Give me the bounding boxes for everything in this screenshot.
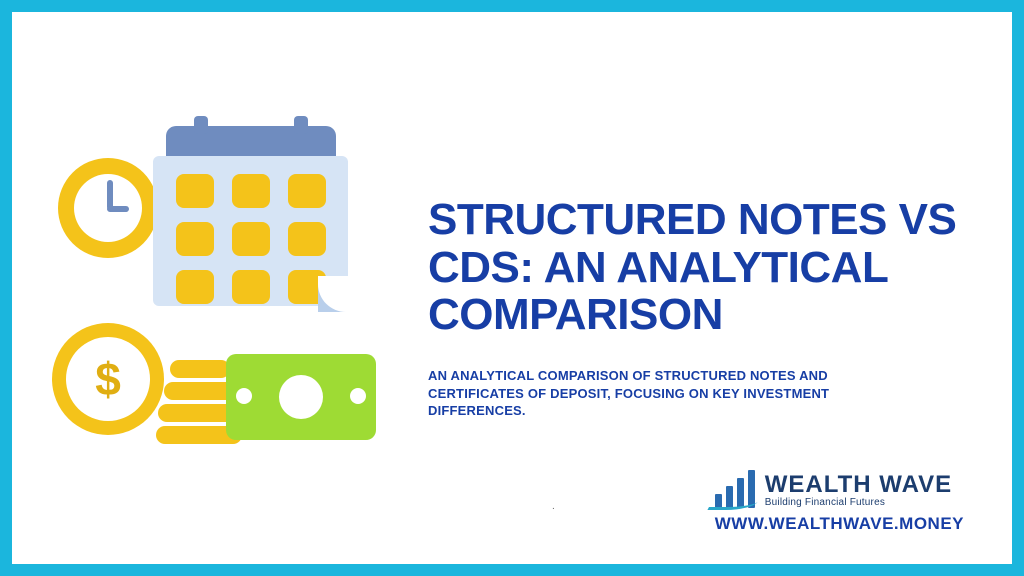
dollar-coin-icon: $ [52,323,164,435]
brand-tagline: Building Financial Futures [765,497,952,508]
finance-illustration: $ [48,108,388,468]
page-title: STRUCTURED NOTES VS CDS: AN ANALYTICAL C… [428,196,976,339]
brand-block: WEALTH WAVE Building Financial Futures W… [715,470,964,534]
card-frame: $ STRUCTURED NOTES VS CDS: AN ANALYTICAL… [0,0,1024,576]
text-block: STRUCTURED NOTES VS CDS: AN ANALYTICAL C… [428,156,976,419]
stray-dot: . [552,501,555,512]
brand-name: WEALTH WAVE [765,471,952,499]
page-subtitle: AN ANALYTICAL COMPARISON OF STRUCTURED N… [428,367,908,420]
content-row: $ STRUCTURED NOTES VS CDS: AN ANALYTICAL… [48,40,976,536]
calendar-icon [143,126,358,321]
bars-logo-icon [715,470,755,508]
banknote-icon [226,354,376,440]
brand-url[interactable]: WWW.WEALTHWAVE.MONEY [715,514,964,534]
dollar-sign: $ [52,323,164,435]
brand-logo-row: WEALTH WAVE Building Financial Futures [715,470,964,508]
